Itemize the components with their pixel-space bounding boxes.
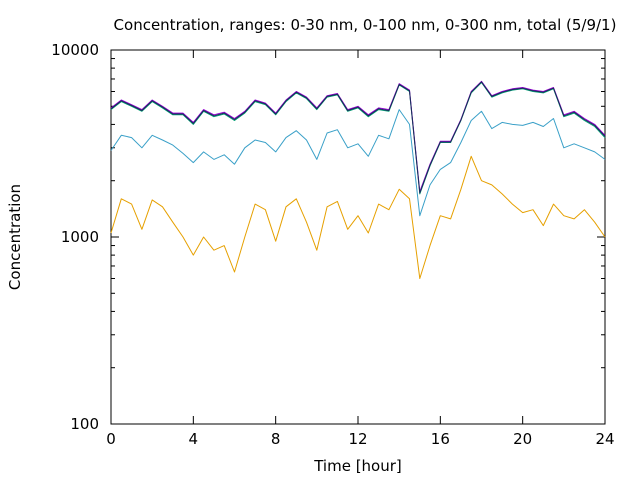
series-line-2 [110,109,606,217]
x-tick-label: 20 [513,430,532,448]
x-tick-label: 16 [431,430,450,448]
y-axis: 100 1000 10000 [51,41,605,433]
x-tick-label: 12 [348,430,367,448]
x-tick-label: 8 [271,430,281,448]
x-axis-label: Time [hour] [313,457,402,475]
y-axis-label: Concentration [6,184,24,290]
x-tick-label: 0 [106,430,116,448]
series-line-4 [110,80,606,193]
x-axis: 0 4 8 12 16 20 24 [106,50,615,448]
y-tick-label: 1000 [61,228,99,246]
series-line-3 [110,82,606,195]
series-line-1 [110,155,606,279]
series-line-5 [110,81,606,194]
y-tick-label: 100 [70,415,99,433]
x-tick-label: 24 [595,430,614,448]
series-layer [110,80,606,279]
x-tick-label: 4 [189,430,199,448]
y-tick-label: 10000 [51,41,99,59]
chart-title: Concentration, ranges: 0-30 nm, 0-100 nm… [114,16,617,34]
